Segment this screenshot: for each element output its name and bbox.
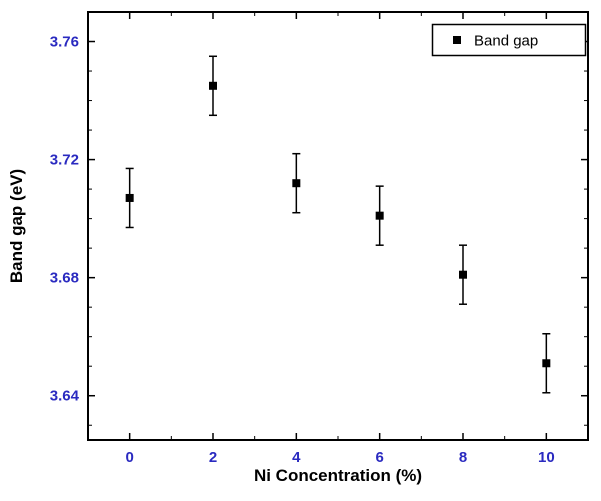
x-tick-label: 8: [459, 449, 467, 466]
x-tick-label: 2: [209, 449, 217, 466]
legend-entry-label: Band gap: [474, 33, 538, 50]
axis-tick-labels: 0 2 4 6 8 10 3.64 3.68 3.72 3.76: [50, 34, 555, 466]
legend-marker-icon: [453, 36, 461, 44]
x-axis-label: Ni Concentration (%): [254, 466, 422, 485]
x-tick-label: 6: [375, 449, 383, 466]
y-tick-label: 3.72: [50, 152, 79, 169]
y-tick-label: 3.76: [50, 34, 79, 51]
plot-frame: [87, 11, 589, 441]
axis-ticks: [88, 12, 588, 440]
data-point-marker: [292, 179, 301, 188]
x-tick-label: 4: [292, 449, 301, 466]
data-point-marker: [209, 81, 217, 90]
data-point-marker: [375, 211, 384, 220]
y-tick-label: 3.68: [50, 270, 79, 287]
x-tick-label: 0: [125, 449, 133, 466]
x-tick-label: 10: [538, 449, 555, 466]
data-point-marker: [125, 193, 134, 202]
y-tick-label: 3.64: [50, 388, 80, 405]
data-point-marker: [459, 270, 467, 279]
legend: Band gap: [431, 23, 587, 57]
data-series: [125, 55, 551, 394]
y-axis-label: Band gap (eV): [7, 169, 26, 283]
data-point-marker: [542, 359, 551, 368]
